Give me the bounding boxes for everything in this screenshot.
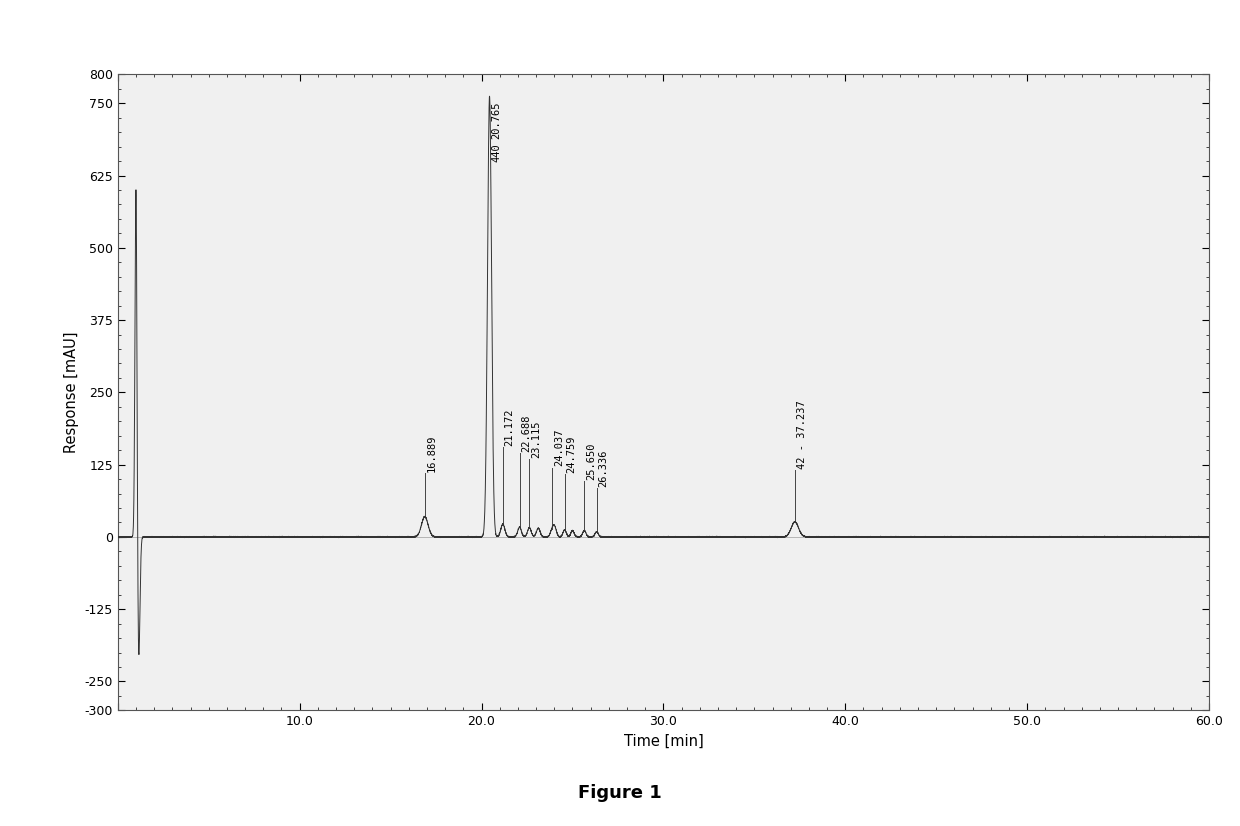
- Text: 22.688: 22.688: [521, 415, 532, 452]
- Text: 25.650: 25.650: [587, 443, 596, 480]
- Text: 440: 440: [492, 143, 502, 162]
- Text: 21.172: 21.172: [505, 409, 515, 446]
- Text: 16.889: 16.889: [427, 434, 436, 472]
- Text: 23.115: 23.115: [531, 420, 541, 458]
- Text: Figure 1: Figure 1: [578, 784, 662, 802]
- Text: 42 - 37.237: 42 - 37.237: [797, 401, 807, 469]
- Y-axis label: Response [mAU]: Response [mAU]: [64, 331, 79, 453]
- Text: 24.037: 24.037: [554, 429, 564, 467]
- X-axis label: Time [min]: Time [min]: [624, 733, 703, 749]
- Text: 20.765: 20.765: [492, 102, 502, 140]
- Text: 26.336: 26.336: [599, 449, 609, 487]
- Text: 24.759: 24.759: [567, 436, 577, 473]
